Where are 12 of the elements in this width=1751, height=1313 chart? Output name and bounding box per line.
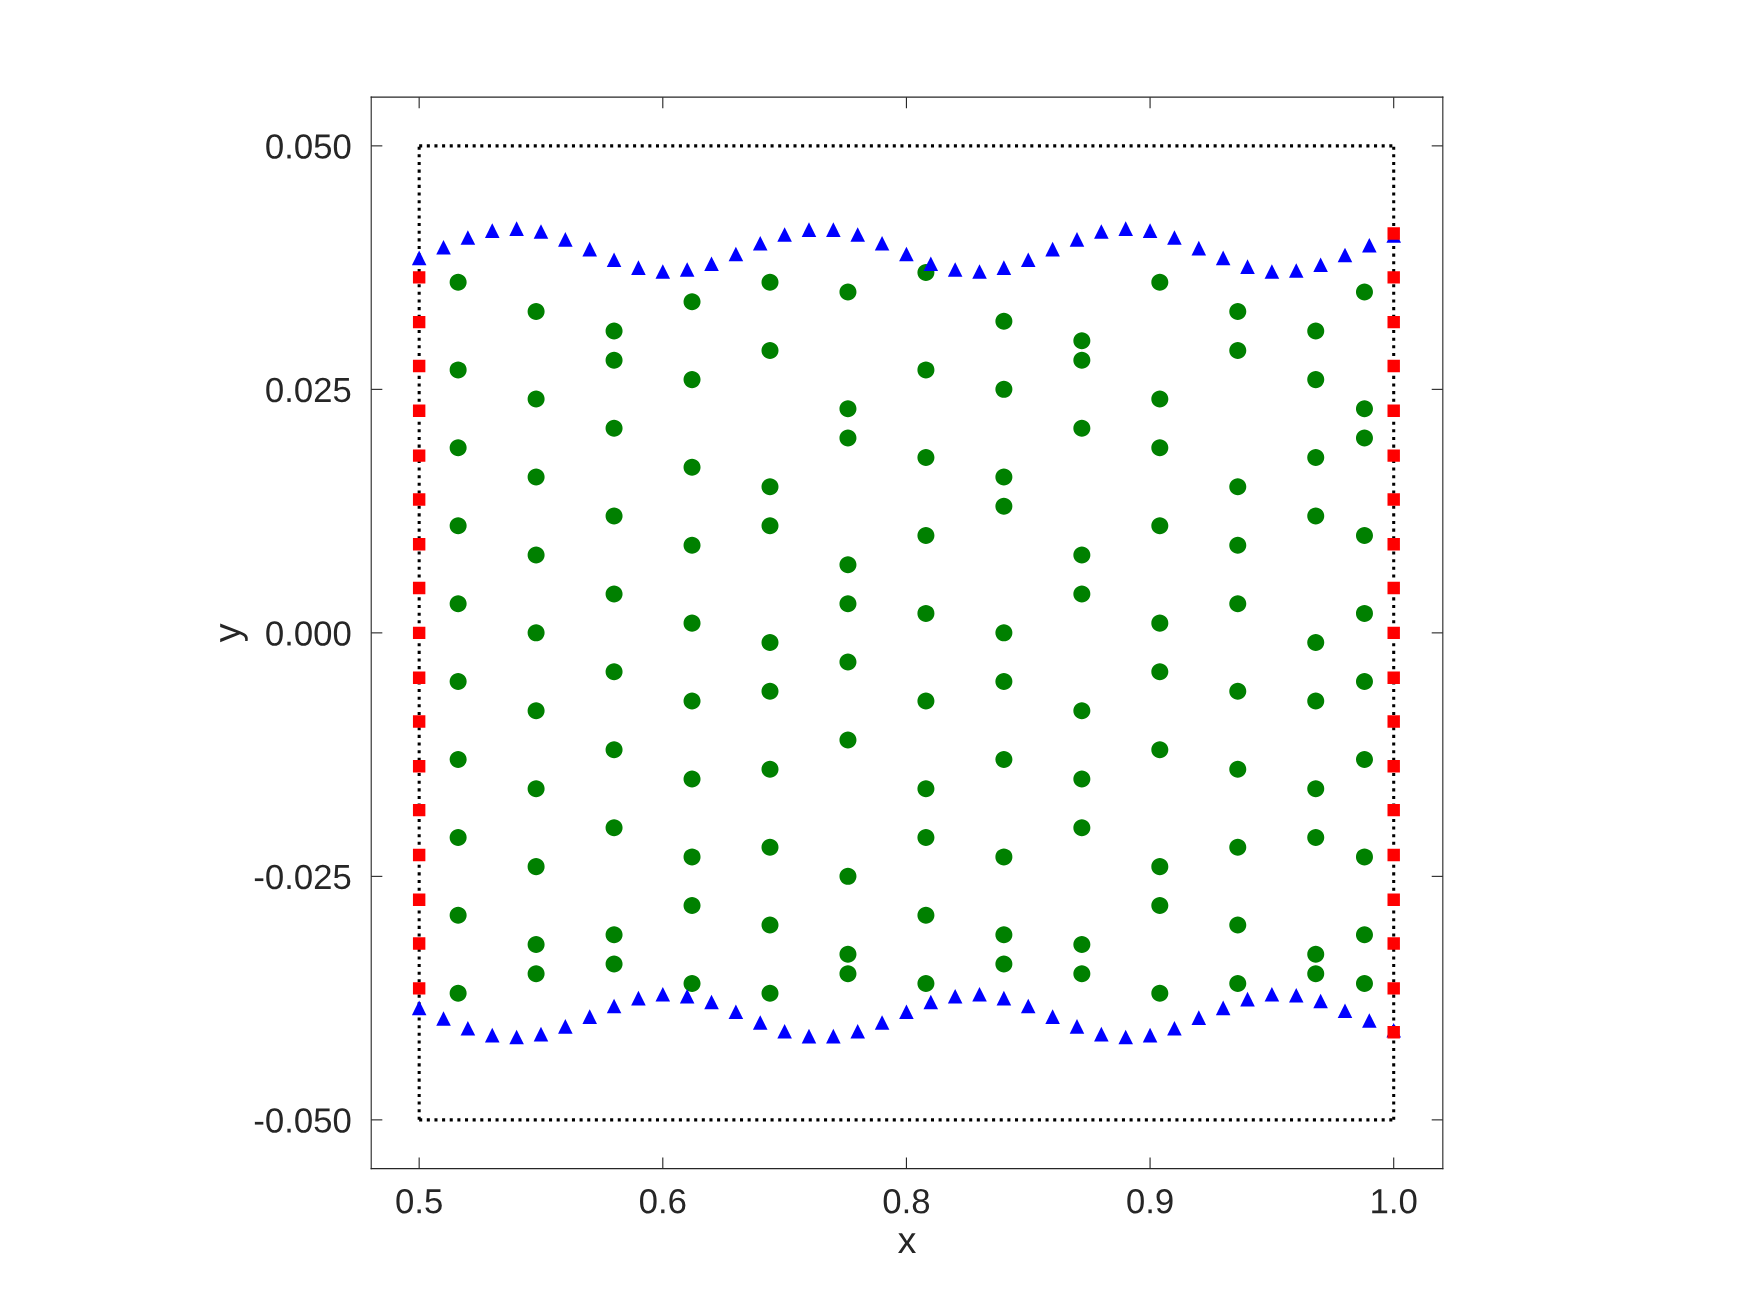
x-tick-label: 0.9 — [1127, 1188, 1173, 1214]
x-tick-label: 0.6 — [640, 1188, 686, 1214]
y-tick-label: -0.025 — [254, 864, 351, 890]
y-tick-label: 0.025 — [266, 377, 351, 403]
y-tick-label: 0.000 — [266, 621, 351, 646]
x-tick-label: 0.8 — [883, 1188, 930, 1214]
y-tick-label: -0.050 — [254, 1108, 351, 1133]
x-axis-title: x — [898, 1233, 916, 1254]
x-tick-label: 0.5 — [396, 1188, 442, 1214]
y-tick-label: 0.050 — [266, 134, 351, 159]
y-axis-title: y — [220, 623, 248, 643]
x-tick-label: 1.0 — [1372, 1188, 1417, 1214]
